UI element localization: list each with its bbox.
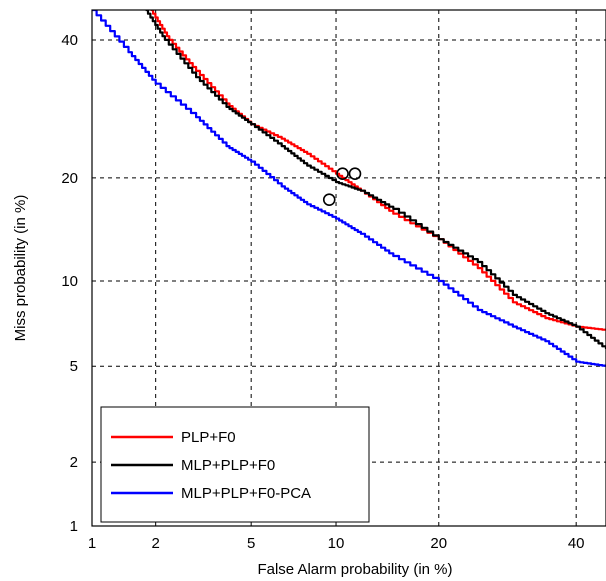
y-tick-labels: 1 2 5 10 20 40 (61, 32, 78, 535)
x-tick-label: 2 (151, 535, 159, 552)
operating-point-layer (322, 167, 362, 206)
curve-layer (92, 10, 606, 367)
x-tick-label: 5 (247, 535, 255, 552)
legend: PLP+F0 MLP+PLP+F0 MLP+PLP+F0-PCA (100, 406, 370, 523)
y-tick-label: 20 (61, 170, 78, 187)
y-tick-label: 10 (61, 273, 78, 290)
y-tick-label: 40 (61, 32, 78, 49)
series-line-1 (150, 10, 606, 331)
legend-label-3: MLP+PLP+F0-PCA (181, 485, 311, 502)
operating-point-1 (336, 167, 349, 181)
x-tick-label: 20 (430, 535, 447, 552)
series-line-3 (92, 10, 606, 367)
legend-label-1: PLP+F0 (181, 429, 236, 446)
x-tick-labels: 1 2 5 10 20 40 (88, 535, 585, 552)
plot-frame (91, 9, 606, 527)
operating-point-3 (322, 193, 336, 206)
x-axis-label: False Alarm probability (in %) (257, 561, 452, 578)
series-line-2 (145, 10, 606, 350)
x-tick-label: 1 (88, 535, 96, 552)
y-axis-label: Miss probability (in %) (12, 195, 29, 342)
x-tick-label: 40 (568, 535, 585, 552)
operating-point-2 (348, 167, 362, 181)
y-tick-label: 2 (70, 454, 78, 471)
y-tick-label: 5 (70, 358, 78, 375)
x-tick-label: 10 (328, 535, 345, 552)
y-tick-label: 1 (70, 518, 78, 535)
legend-label-2: MLP+PLP+F0 (181, 457, 275, 474)
